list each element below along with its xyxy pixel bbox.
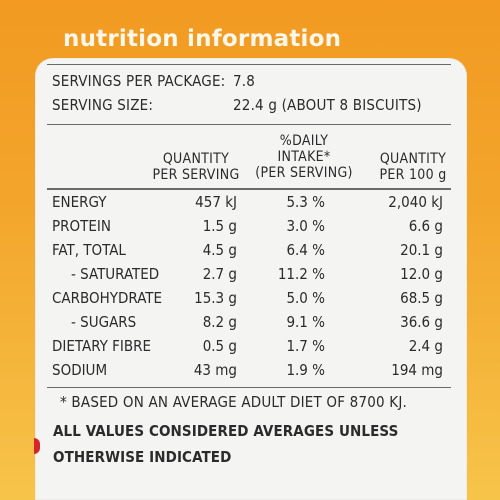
daily-intake-value: 11.2 % (277, 265, 325, 283)
per-serving-value: 8.2 g (202, 313, 237, 331)
nutrient-name: - SATURATED (71, 265, 160, 283)
nutrient-name: - SUGARS (71, 313, 137, 331)
per-100g-value: 2.4 g (408, 337, 443, 355)
header-line: QUANTITY (162, 151, 230, 167)
footnote: * BASED ON AN AVERAGE ADULT DIET OF 8700… (60, 393, 408, 411)
nutrient-name: SODIUM (52, 361, 108, 379)
per-serving-value: 457 kJ (195, 193, 237, 211)
servings-value: 7.8 (233, 72, 256, 90)
header-line: INTAKE* (277, 149, 331, 165)
table-row: PROTEIN 1.5 g 3.0 % 6.6 g (0, 216, 500, 240)
per-serving-value: 43 mg (193, 361, 237, 379)
averages-note-line-2: OTHERWISE INDICATED (53, 448, 232, 466)
header-line: PER SERVING (152, 167, 240, 183)
serving-size-label: SERVING SIZE: (52, 96, 154, 114)
table-row: - SUGARS 8.2 g 9.1 % 36.6 g (0, 312, 500, 336)
per-100g-value: 20.1 g (400, 241, 443, 259)
table-divider (47, 188, 451, 190)
header-divider (47, 124, 451, 125)
header-line: (PER SERVING) (255, 165, 353, 181)
per-serving-value: 0.5 g (202, 337, 237, 355)
nutrition-panel (35, 58, 467, 500)
nutrient-name: DIETARY FIBRE (52, 337, 152, 355)
header-quantity-per-serving: QUANTITY PER SERVING (145, 151, 247, 183)
nutrient-name: ENERGY (52, 193, 107, 211)
table-row: CARBOHYDRATE 15.3 g 5.0 % 68.5 g (0, 288, 500, 312)
red-edge-mark (34, 438, 40, 454)
nutrient-name: CARBOHYDRATE (52, 289, 163, 307)
per-serving-value: 4.5 g (202, 241, 237, 259)
per-100g-value: 36.6 g (400, 313, 443, 331)
table-row: FAT, TOTAL 4.5 g 6.4 % 20.1 g (0, 240, 500, 264)
table-row: ENERGY 457 kJ 5.3 % 2,040 kJ (0, 192, 500, 216)
per-100g-value: 2,040 kJ (388, 193, 443, 211)
header-line: PER 100 g (379, 167, 447, 183)
top-divider (47, 64, 451, 65)
per-100g-value: 194 mg (391, 361, 443, 379)
daily-intake-value: 9.1 % (286, 313, 325, 331)
footer-divider (47, 387, 451, 388)
header-line: %DAILY (279, 133, 329, 149)
daily-intake-value: 1.7 % (286, 337, 325, 355)
nutrient-name: PROTEIN (52, 217, 111, 235)
header-quantity-per-100g: QUANTITY PER 100 g (370, 151, 456, 183)
averages-note-line-1: ALL VALUES CONSIDERED AVERAGES UNLESS (53, 422, 399, 440)
serving-size-value: 22.4 g (ABOUT 8 BISCUITS) (233, 96, 422, 114)
header-daily-intake: %DAILY INTAKE* (PER SERVING) (248, 133, 360, 181)
daily-intake-value: 1.9 % (286, 361, 325, 379)
per-serving-value: 1.5 g (202, 217, 237, 235)
per-serving-value: 2.7 g (202, 265, 237, 283)
per-serving-value: 15.3 g (194, 289, 237, 307)
daily-intake-value: 6.4 % (286, 241, 325, 259)
panel-title: nutrition information (63, 26, 342, 52)
per-100g-value: 68.5 g (400, 289, 443, 307)
daily-intake-value: 3.0 % (286, 217, 325, 235)
per-100g-value: 6.6 g (408, 217, 443, 235)
table-row: DIETARY FIBRE 0.5 g 1.7 % 2.4 g (0, 336, 500, 360)
table-row: SODIUM 43 mg 1.9 % 194 mg (0, 360, 500, 384)
nutrient-name: FAT, TOTAL (52, 241, 126, 259)
header-line: QUANTITY (379, 151, 447, 167)
per-100g-value: 12.0 g (400, 265, 443, 283)
table-row: - SATURATED 2.7 g 11.2 % 12.0 g (0, 264, 500, 288)
servings-label: SERVINGS PER PACKAGE: (52, 72, 226, 90)
daily-intake-value: 5.3 % (286, 193, 325, 211)
daily-intake-value: 5.0 % (286, 289, 325, 307)
